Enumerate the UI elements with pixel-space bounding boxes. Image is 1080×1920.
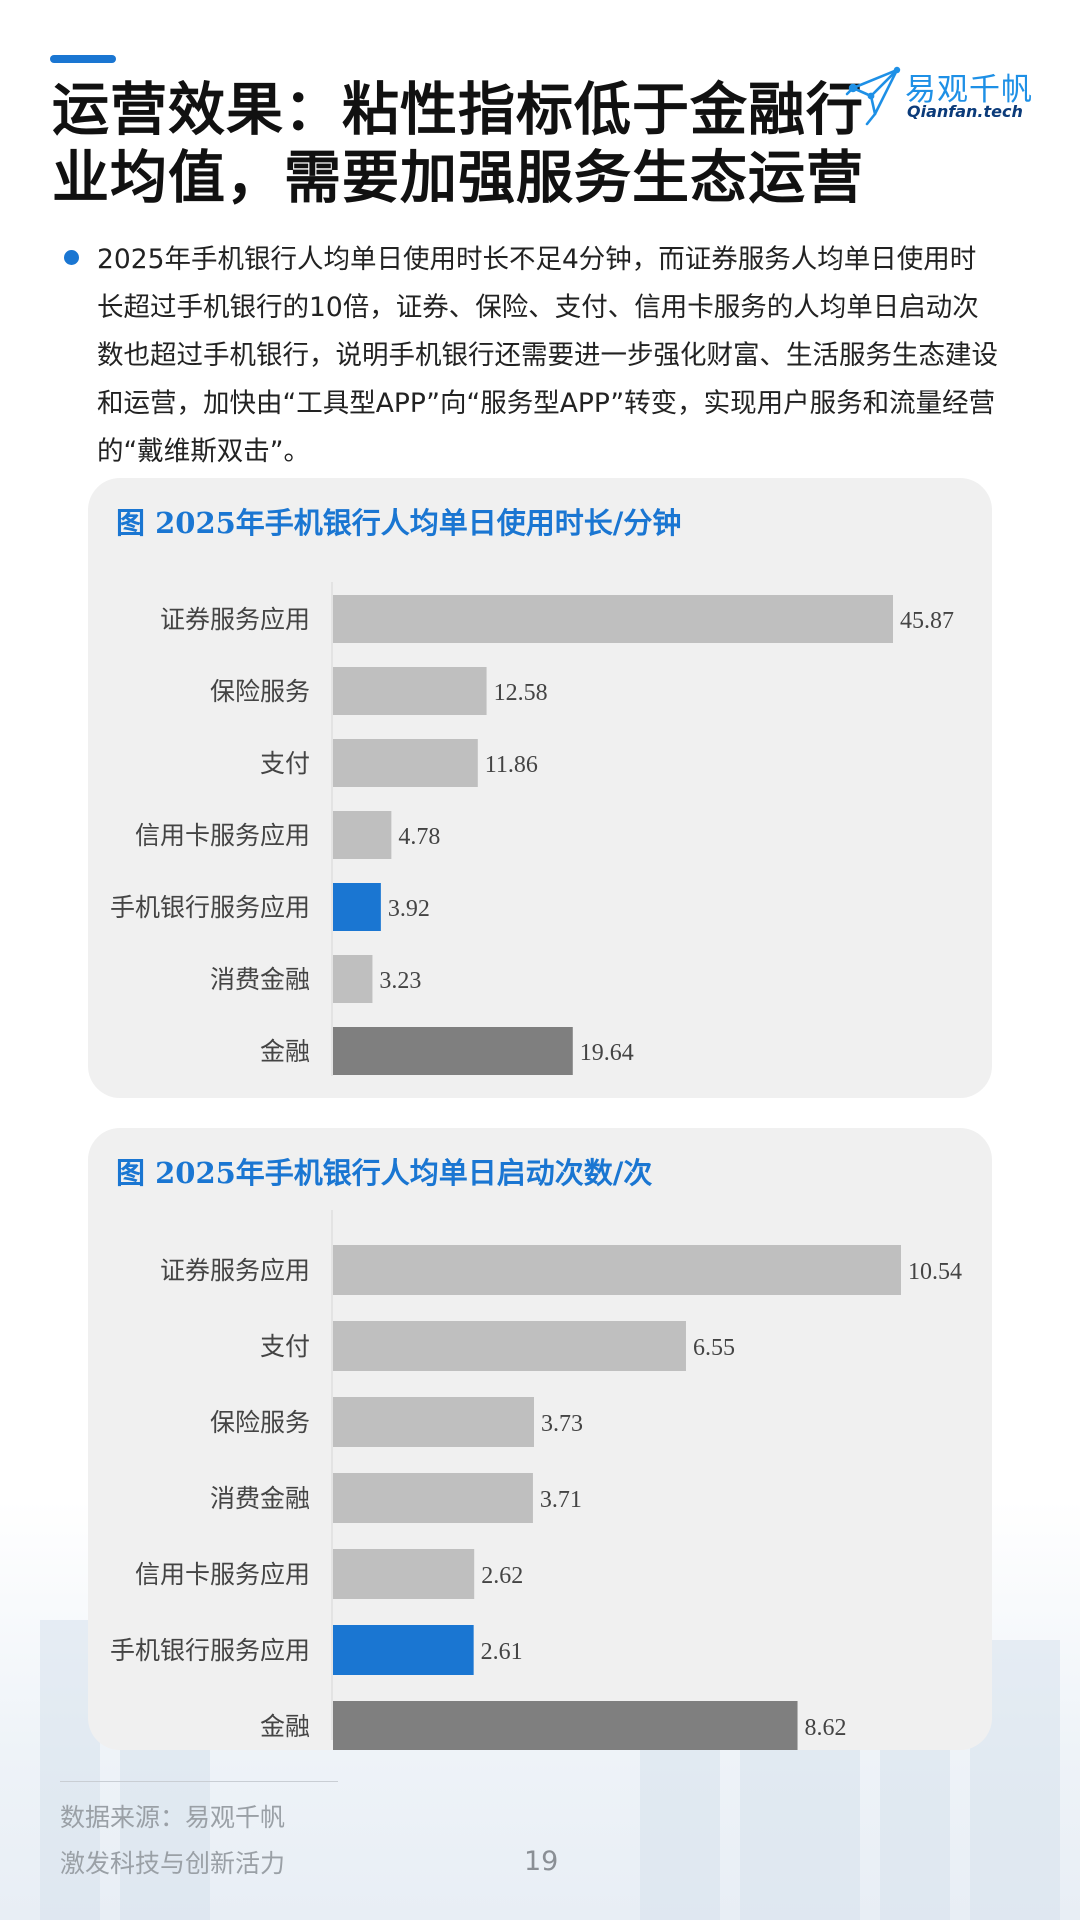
bar <box>333 1245 901 1295</box>
category-label: 信用卡服务应用 <box>135 821 310 850</box>
footer-divider <box>60 1781 338 1782</box>
category-label: 支付 <box>260 749 310 778</box>
data-label: 12.58 <box>494 680 548 706</box>
category-label: 手机银行服务应用 <box>110 1636 310 1665</box>
bar <box>333 1625 474 1675</box>
category-label: 金融 <box>260 1037 310 1066</box>
bar <box>333 1397 535 1447</box>
bar <box>333 1549 475 1599</box>
chart-panel-launch-count: 图 2025年手机银行人均单日启动次数/次 证券服务应用 10.54 支付 6.55 保… <box>88 1128 992 1750</box>
summary-text: 2025年手机银行人均单日使用时长不足4分钟，而证券服务人均单日使用时长超过手机… <box>97 244 998 467</box>
bar <box>333 1701 798 1750</box>
data-label: 11.86 <box>485 752 538 778</box>
category-label: 保险服务 <box>210 1408 310 1437</box>
page-title-line-2: 业均值，需要加强服务生态运营 <box>52 145 864 211</box>
bullet-dot-icon <box>64 250 79 265</box>
category-label: 保险服务 <box>210 677 310 706</box>
bar <box>333 883 381 931</box>
data-label: 45.87 <box>900 608 954 634</box>
data-label: 19.64 <box>580 1040 634 1066</box>
category-label: 消费金融 <box>210 1484 310 1513</box>
data-label: 8.62 <box>805 1715 847 1741</box>
page-number: 19 <box>524 1846 559 1877</box>
data-label: 3.23 <box>379 968 421 994</box>
category-label: 证券服务应用 <box>160 605 310 634</box>
data-label: 3.92 <box>388 896 430 922</box>
data-label: 2.61 <box>481 1639 523 1665</box>
category-label: 手机银行服务应用 <box>110 893 310 922</box>
data-label: 10.54 <box>908 1259 962 1285</box>
paper-plane-network-logo-icon <box>845 66 901 126</box>
category-label: 证券服务应用 <box>160 1256 310 1285</box>
category-label: 信用卡服务应用 <box>135 1560 310 1589</box>
bar <box>333 667 487 715</box>
page-title: 运营效果：粘性指标低于金融行 业均值，需要加强服务生态运营 <box>52 76 864 212</box>
page-title-line-1: 运营效果：粘性指标低于金融行 <box>52 77 864 143</box>
category-label: 支付 <box>260 1332 310 1361</box>
brand-logo-english: Qianfan.tech <box>907 102 1023 121</box>
data-source: 数据来源：易观千帆 <box>60 1803 286 1832</box>
launch-count-bar-chart: 证券服务应用 10.54 支付 6.55 保险服务 3.73 消费金融 3.71 信用卡服务应用… <box>110 1210 962 1750</box>
data-label: 3.71 <box>540 1487 582 1513</box>
bar <box>333 1321 686 1371</box>
brand-logo: 易观千帆 Qianfan.tech <box>845 62 1045 126</box>
chart-panel-usage-time: 图 2025年手机银行人均单日使用时长/分钟 证券服务应用 45.87 保险服务 12… <box>88 478 992 1098</box>
data-label: 2.62 <box>481 1563 523 1589</box>
chart-title: 图 2025年手机银行人均单日使用时长/分钟 <box>116 506 682 540</box>
bar <box>333 955 373 1003</box>
usage-time-bar-chart: 证券服务应用 45.87 保险服务 12.58 支付 11.86 信用卡服务应用 4.78 手机… <box>110 582 954 1076</box>
chart-title: 图 2025年手机银行人均单日启动次数/次 <box>116 1156 653 1190</box>
brand-logo-chinese: 易观千帆 <box>905 72 1033 108</box>
data-label: 6.55 <box>693 1335 735 1361</box>
footer-slogan: 激发科技与创新活力 <box>60 1849 286 1878</box>
bar <box>333 811 392 859</box>
bar <box>333 1473 533 1523</box>
summary-bullet: 2025年手机银行人均单日使用时长不足4分钟，而证券服务人均单日使用时长超过手机… <box>60 236 1000 476</box>
bar <box>333 739 478 787</box>
bar <box>333 1027 573 1075</box>
category-label: 金融 <box>260 1712 310 1741</box>
bar <box>333 595 893 643</box>
category-label: 消费金融 <box>210 965 310 994</box>
header-accent-bar <box>50 55 116 63</box>
data-label: 4.78 <box>398 824 440 850</box>
data-label: 3.73 <box>541 1411 583 1437</box>
